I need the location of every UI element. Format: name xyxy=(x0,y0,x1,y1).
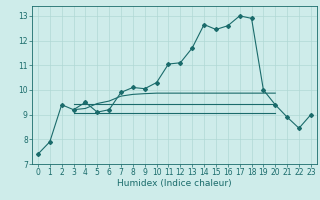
X-axis label: Humidex (Indice chaleur): Humidex (Indice chaleur) xyxy=(117,179,232,188)
